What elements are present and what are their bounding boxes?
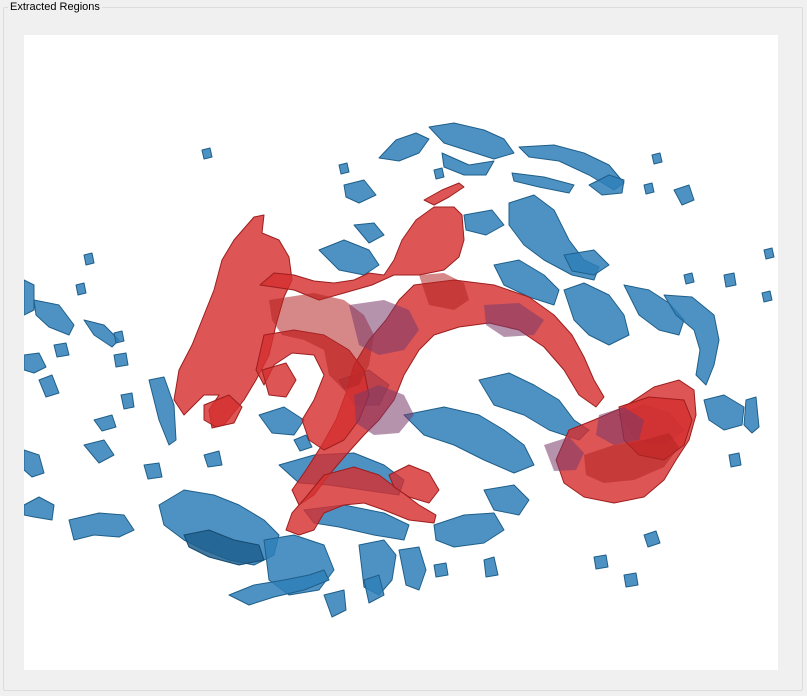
red-region — [173, 182, 697, 536]
extracted-regions-groupbox — [3, 7, 803, 691]
isosurface-render[interactable] — [24, 35, 778, 670]
3d-render-viewport[interactable] — [24, 35, 778, 670]
groupbox-title: Extracted Regions — [8, 0, 102, 14]
